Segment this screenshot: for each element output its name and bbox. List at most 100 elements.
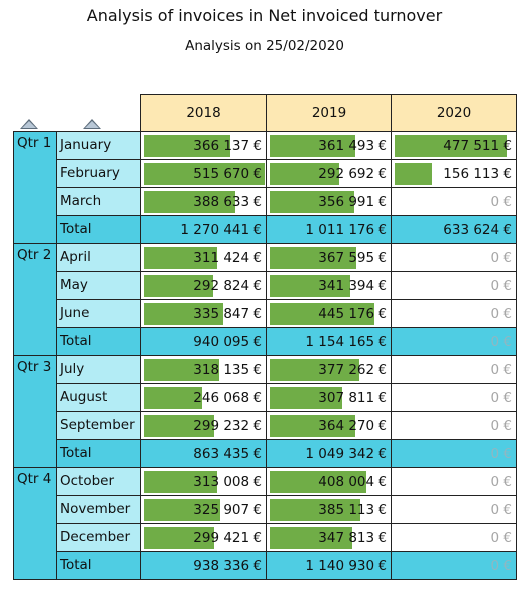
value-cell[interactable]: 388 633 € — [140, 187, 267, 216]
value-cell[interactable]: 313 008 € — [140, 467, 267, 496]
value-cell[interactable]: 246 068 € — [140, 383, 267, 412]
value-cell[interactable]: 361 493 € — [266, 131, 392, 160]
data-bar — [144, 191, 235, 213]
value-cell[interactable]: 0 € — [391, 411, 517, 440]
data-bar — [270, 527, 352, 549]
value-cell[interactable]: 408 004 € — [266, 467, 392, 496]
value-cell[interactable]: 0 € — [391, 299, 517, 328]
value-cell[interactable]: 0 € — [391, 243, 517, 272]
data-bar — [270, 387, 342, 409]
total-cell[interactable]: 0 € — [391, 551, 517, 580]
month-sort-icon[interactable] — [83, 119, 101, 129]
value-text: 307 811 € — [318, 390, 387, 406]
value-cell[interactable]: 311 424 € — [140, 243, 267, 272]
total-cell[interactable]: 1 140 930 € — [266, 551, 392, 580]
data-bar — [144, 303, 223, 325]
data-bar — [144, 499, 220, 521]
total-cell[interactable]: 0 € — [391, 327, 517, 356]
month-label[interactable]: December — [56, 523, 141, 552]
total-label[interactable]: Total — [56, 439, 141, 468]
value-cell[interactable]: 325 907 € — [140, 495, 267, 524]
value-cell[interactable]: 299 421 € — [140, 523, 267, 552]
total-label[interactable]: Total — [56, 327, 141, 356]
value-cell[interactable]: 0 € — [391, 383, 517, 412]
value-text: 292 824 € — [193, 278, 262, 294]
value-text: 0 € — [490, 250, 512, 266]
value-cell[interactable]: 341 394 € — [266, 271, 392, 300]
data-bar — [270, 415, 355, 437]
month-label[interactable]: July — [56, 355, 141, 384]
month-label[interactable]: February — [56, 159, 141, 188]
quarter-label[interactable]: Qtr 2 — [13, 243, 57, 356]
total-cell[interactable]: 1 154 165 € — [266, 327, 392, 356]
data-bar — [270, 359, 359, 381]
value-cell[interactable]: 0 € — [391, 523, 517, 552]
value-text: 364 270 € — [318, 418, 387, 434]
value-cell[interactable]: 445 176 € — [266, 299, 392, 328]
value-text: 0 € — [490, 502, 512, 518]
value-cell[interactable]: 385 113 € — [266, 495, 392, 524]
value-cell[interactable]: 307 811 € — [266, 383, 392, 412]
month-label[interactable]: May — [56, 271, 141, 300]
total-cell[interactable]: 1 270 441 € — [140, 215, 267, 244]
month-label[interactable]: June — [56, 299, 141, 328]
data-bar — [144, 527, 214, 549]
year-header-2018[interactable]: 2018 — [140, 94, 267, 132]
total-value-text: 1 154 165 € — [305, 334, 387, 350]
value-cell[interactable]: 292 824 € — [140, 271, 267, 300]
data-bar — [395, 135, 507, 157]
month-label[interactable]: October — [56, 467, 141, 496]
total-label[interactable]: Total — [56, 215, 141, 244]
total-cell[interactable]: 633 624 € — [391, 215, 517, 244]
quarter-sort-icon[interactable] — [20, 119, 38, 129]
month-label[interactable]: August — [56, 383, 141, 412]
total-cell[interactable]: 0 € — [391, 439, 517, 468]
value-cell[interactable]: 0 € — [391, 467, 517, 496]
value-cell[interactable]: 367 595 € — [266, 243, 392, 272]
value-text: 0 € — [490, 390, 512, 406]
value-cell[interactable]: 364 270 € — [266, 411, 392, 440]
total-value-text: 1 011 176 € — [305, 222, 387, 238]
month-label[interactable]: November — [56, 495, 141, 524]
value-text: 367 595 € — [318, 250, 387, 266]
year-header-2020[interactable]: 2020 — [391, 94, 517, 132]
data-bar — [144, 163, 265, 185]
value-cell[interactable]: 366 137 € — [140, 131, 267, 160]
month-label[interactable]: April — [56, 243, 141, 272]
value-cell[interactable]: 477 511 € — [391, 131, 517, 160]
value-cell[interactable]: 292 692 € — [266, 159, 392, 188]
value-cell[interactable]: 356 991 € — [266, 187, 392, 216]
value-cell[interactable]: 347 813 € — [266, 523, 392, 552]
total-cell[interactable]: 1 049 342 € — [266, 439, 392, 468]
data-bar — [144, 415, 214, 437]
value-cell[interactable]: 515 670 € — [140, 159, 267, 188]
quarter-label[interactable]: Qtr 4 — [13, 467, 57, 580]
total-cell[interactable]: 1 011 176 € — [266, 215, 392, 244]
value-cell[interactable]: 318 135 € — [140, 355, 267, 384]
value-cell[interactable]: 0 € — [391, 355, 517, 384]
year-header-2019[interactable]: 2019 — [266, 94, 392, 132]
total-cell[interactable]: 940 095 € — [140, 327, 267, 356]
total-value-text: 0 € — [490, 334, 512, 350]
month-label[interactable]: September — [56, 411, 141, 440]
value-cell[interactable]: 0 € — [391, 495, 517, 524]
month-label[interactable]: January — [56, 131, 141, 160]
value-text: 325 907 € — [193, 502, 262, 518]
value-text: 313 008 € — [193, 474, 262, 490]
quarter-label[interactable]: Qtr 1 — [13, 131, 57, 244]
total-value-text: 863 435 € — [193, 446, 262, 462]
value-cell[interactable]: 377 262 € — [266, 355, 392, 384]
month-label[interactable]: March — [56, 187, 141, 216]
value-cell[interactable]: 335 847 € — [140, 299, 267, 328]
value-cell[interactable]: 156 113 € — [391, 159, 517, 188]
value-cell[interactable]: 0 € — [391, 187, 517, 216]
total-cell[interactable]: 938 336 € — [140, 551, 267, 580]
total-cell[interactable]: 863 435 € — [140, 439, 267, 468]
total-value-text: 1 049 342 € — [305, 446, 387, 462]
total-label[interactable]: Total — [56, 551, 141, 580]
report-title: Analysis of invoices in Net invoiced tur… — [86, 6, 443, 25]
quarter-label[interactable]: Qtr 3 — [13, 355, 57, 468]
value-cell[interactable]: 0 € — [391, 271, 517, 300]
value-cell[interactable]: 299 232 € — [140, 411, 267, 440]
